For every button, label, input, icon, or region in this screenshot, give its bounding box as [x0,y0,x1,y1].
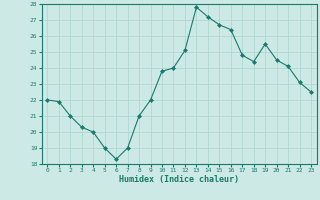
X-axis label: Humidex (Indice chaleur): Humidex (Indice chaleur) [119,175,239,184]
